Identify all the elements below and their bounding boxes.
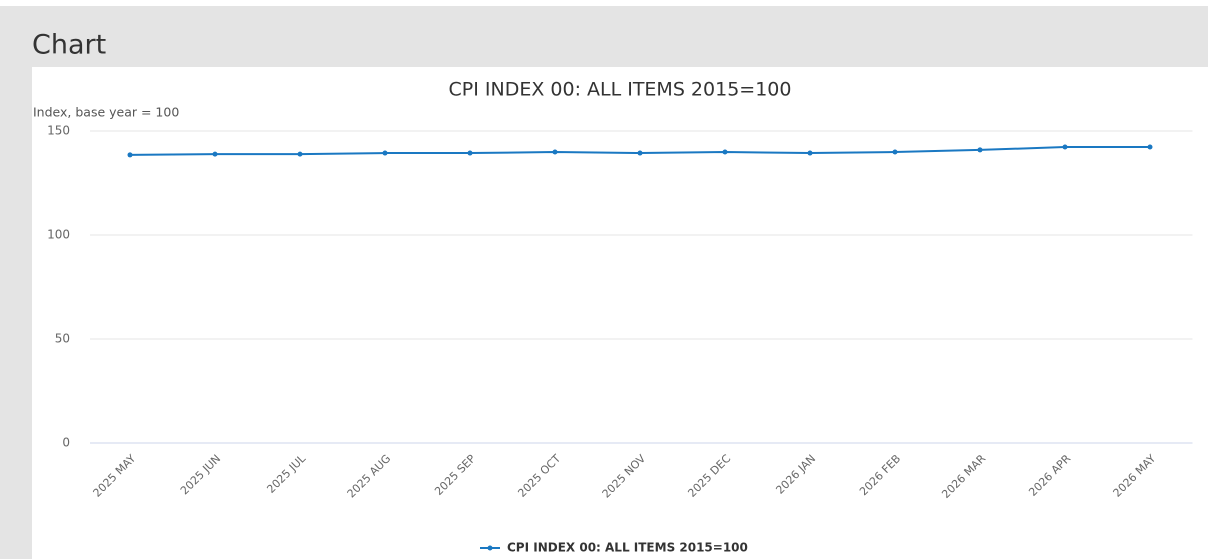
y-tick-label: 0: [62, 436, 70, 450]
legend-marker: [487, 545, 493, 551]
data-point: [467, 150, 473, 156]
data-point: [977, 147, 983, 153]
data-point: [807, 150, 813, 156]
data-point: [382, 150, 388, 156]
data-point: [297, 151, 303, 157]
y-tick-label: 50: [55, 332, 70, 346]
data-point: [1062, 144, 1068, 150]
data-point: [127, 152, 133, 158]
y-tick-label: 100: [47, 228, 70, 242]
data-point: [212, 151, 218, 157]
data-point: [722, 149, 728, 155]
chart-title: CPI INDEX 00: ALL ITEMS 2015=100: [449, 79, 792, 101]
legend-label: CPI INDEX 00: ALL ITEMS 2015=100: [507, 541, 748, 555]
y-tick-label: 150: [47, 124, 70, 138]
data-point: [552, 149, 558, 155]
panel-title: Chart: [32, 30, 106, 61]
data-point: [637, 150, 643, 156]
data-point: [1147, 144, 1153, 150]
data-point: [892, 149, 898, 155]
y-axis-label: Index, base year = 100: [33, 105, 179, 120]
